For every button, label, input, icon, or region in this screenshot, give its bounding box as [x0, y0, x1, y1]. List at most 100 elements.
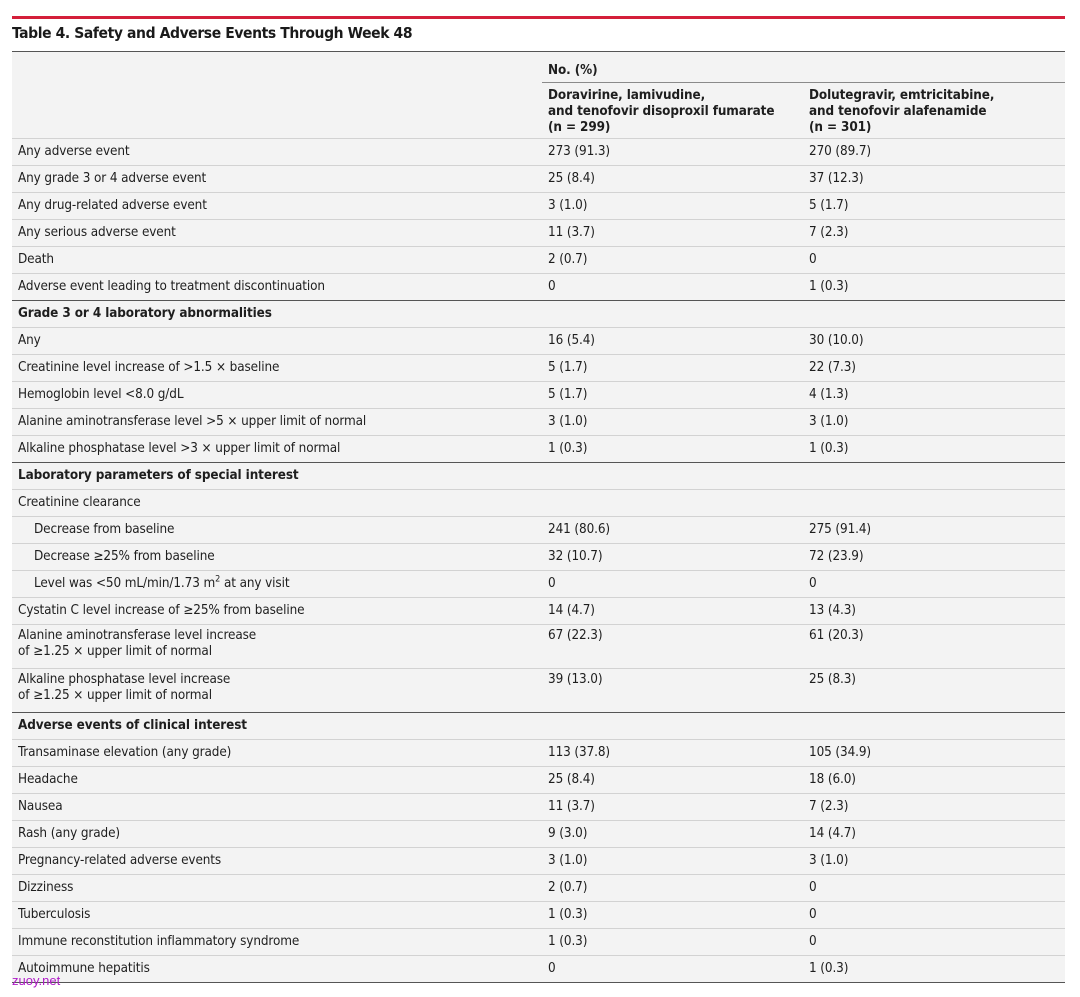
row-label: Headache	[12, 765, 542, 793]
row-label: Level was <50 mL/min/1.73 m2 at any visi…	[12, 569, 542, 597]
title-accent-rule	[12, 16, 1065, 19]
row-label: Cystatin C level increase of ≥25% from b…	[12, 596, 542, 624]
section-header-row: Laboratory parameters of special interes…	[12, 461, 1066, 489]
value-doravirine: 3 (1.0)	[542, 191, 803, 219]
row-label: Tuberculosis	[12, 900, 542, 928]
table-row: Hemoglobin level <8.0 g/dL 5 (1.7) 4 (1.3)	[12, 380, 1066, 408]
column-header-line: and tenofovir alafenamide	[809, 103, 987, 119]
value-doravirine: 9 (3.0)	[542, 819, 803, 847]
value-doravirine	[542, 711, 803, 739]
table-row: Any drug-related adverse event 3 (1.0) 5 (…	[12, 191, 1066, 219]
table-row: Creatinine level increase of >1.5 × base…	[12, 353, 1066, 381]
value-dolutegravir	[803, 461, 1066, 489]
value-doravirine: 11 (3.7)	[542, 792, 803, 820]
table-row: Alanine aminotransferase level >5 × uppe…	[12, 407, 1066, 435]
value-doravirine	[542, 488, 803, 516]
row-label-line: of ≥1.25 × upper limit of normal	[18, 643, 212, 659]
row-label: Any grade 3 or 4 adverse event	[12, 164, 542, 192]
value-dolutegravir	[803, 488, 1066, 516]
value-dolutegravir: 18 (6.0)	[803, 765, 1066, 793]
section-label: Laboratory parameters of special interes…	[12, 461, 542, 489]
section-header-row: Grade 3 or 4 laboratory abnormalities	[12, 299, 1066, 327]
row-label: Any	[12, 326, 542, 354]
value-doravirine: 0	[542, 272, 803, 300]
value-dolutegravir: 270 (89.7)	[803, 137, 1066, 165]
value-dolutegravir: 3 (1.0)	[803, 407, 1066, 435]
row-label: Transaminase elevation (any grade)	[12, 738, 542, 766]
row-label: Autoimmune hepatitis	[12, 954, 542, 982]
table-title: Table 4. Safety and Adverse Events Throu…	[12, 24, 413, 42]
row-label: Decrease ≥25% from baseline	[12, 542, 542, 570]
value-dolutegravir: 30 (10.0)	[803, 326, 1066, 354]
table-row: Level was <50 mL/min/1.73 m2 at any visi…	[12, 569, 1066, 597]
value-dolutegravir: 25 (8.3)	[803, 667, 1066, 712]
row-label: Death	[12, 245, 542, 273]
value-dolutegravir: 72 (23.9)	[803, 542, 1066, 570]
value-dolutegravir: 275 (91.4)	[803, 515, 1066, 543]
row-label: Adverse event leading to treatment disco…	[12, 272, 542, 300]
value-doravirine: 5 (1.7)	[542, 353, 803, 381]
value-dolutegravir: 13 (4.3)	[803, 596, 1066, 624]
row-label: Creatinine level increase of >1.5 × base…	[12, 353, 542, 381]
row-label: Alanine aminotransferase level >5 × uppe…	[12, 407, 542, 435]
value-dolutegravir: 0	[803, 245, 1066, 273]
table-row: Decrease from baseline 241 (80.6) 275 (91.…	[12, 515, 1066, 543]
value-dolutegravir: 105 (34.9)	[803, 738, 1066, 766]
table-row: Any 16 (5.4) 30 (10.0)	[12, 326, 1066, 354]
row-label: Any drug-related adverse event	[12, 191, 542, 219]
table-row: Rash (any grade) 9 (3.0) 14 (4.7)	[12, 819, 1066, 847]
value-dolutegravir: 3 (1.0)	[803, 846, 1066, 874]
header-row-columns: Doravirine, lamivudine, and tenofovir di…	[12, 82, 1065, 138]
value-doravirine	[542, 299, 803, 327]
row-label: Immune reconstitution inflammatory syndr…	[12, 927, 542, 955]
table-row: Creatinine clearance	[12, 488, 1066, 516]
table-row: Adverse event leading to treatment disco…	[12, 272, 1066, 300]
column-header-line: (n = 299)	[548, 119, 611, 135]
value-dolutegravir	[803, 299, 1066, 327]
safety-table-container: No. (%) Doravirine, lamivudine, and teno…	[12, 51, 1066, 983]
table-row: Autoimmune hepatitis 0 1 (0.3)	[12, 954, 1066, 982]
column-header-dolutegravir: Dolutegravir, emtricitabine, and tenofov…	[803, 82, 1065, 138]
value-doravirine: 1 (0.3)	[542, 434, 803, 462]
value-doravirine: 11 (3.7)	[542, 218, 803, 246]
value-dolutegravir: 0	[803, 569, 1066, 597]
row-label-text: Level was <50 mL/min/1.73 m	[34, 575, 216, 591]
table-body: No. (%) Doravirine, lamivudine, and teno…	[12, 52, 1066, 982]
row-label: Alanine aminotransferase level increase o…	[12, 623, 542, 668]
section-label: Adverse events of clinical interest	[12, 711, 542, 739]
value-doravirine: 1 (0.3)	[542, 900, 803, 928]
header-empty-cell	[12, 52, 542, 82]
table-row: Pregnancy-related adverse events 3 (1.0) 3…	[12, 846, 1066, 874]
table-row: Cystatin C level increase of ≥25% from b…	[12, 596, 1066, 624]
value-dolutegravir: 61 (20.3)	[803, 623, 1066, 668]
table-row: Alkaline phosphatase level >3 × upper li…	[12, 434, 1066, 462]
value-doravirine: 32 (10.7)	[542, 542, 803, 570]
value-dolutegravir	[803, 711, 1066, 739]
value-doravirine: 1 (0.3)	[542, 927, 803, 955]
value-dolutegravir: 4 (1.3)	[803, 380, 1066, 408]
row-label: Rash (any grade)	[12, 819, 542, 847]
table-row: Death 2 (0.7) 0	[12, 245, 1066, 273]
value-dolutegravir: 0	[803, 873, 1066, 901]
value-dolutegravir: 7 (2.3)	[803, 218, 1066, 246]
row-label: Pregnancy-related adverse events	[12, 846, 542, 874]
table-row: Alanine aminotransferase level increase o…	[12, 623, 1066, 668]
value-dolutegravir: 0	[803, 900, 1066, 928]
value-dolutegravir: 14 (4.7)	[803, 819, 1066, 847]
column-header-line: and tenofovir disoproxil fumarate	[548, 103, 775, 119]
row-label-suffix: at any visit	[220, 575, 290, 591]
row-label: Any adverse event	[12, 137, 542, 165]
row-label: Nausea	[12, 792, 542, 820]
table-row: Nausea 11 (3.7) 7 (2.3)	[12, 792, 1066, 820]
table-row: Any grade 3 or 4 adverse event 25 (8.4) 37…	[12, 164, 1066, 192]
row-label: Any serious adverse event	[12, 218, 542, 246]
column-header-line: (n = 301)	[809, 119, 872, 135]
section-header-row: Adverse events of clinical interest	[12, 711, 1066, 739]
value-doravirine	[542, 461, 803, 489]
value-dolutegravir: 37 (12.3)	[803, 164, 1066, 192]
value-doravirine: 113 (37.8)	[542, 738, 803, 766]
row-label: Creatinine clearance	[12, 488, 542, 516]
value-doravirine: 16 (5.4)	[542, 326, 803, 354]
value-doravirine: 25 (8.4)	[542, 164, 803, 192]
value-dolutegravir: 0	[803, 927, 1066, 955]
